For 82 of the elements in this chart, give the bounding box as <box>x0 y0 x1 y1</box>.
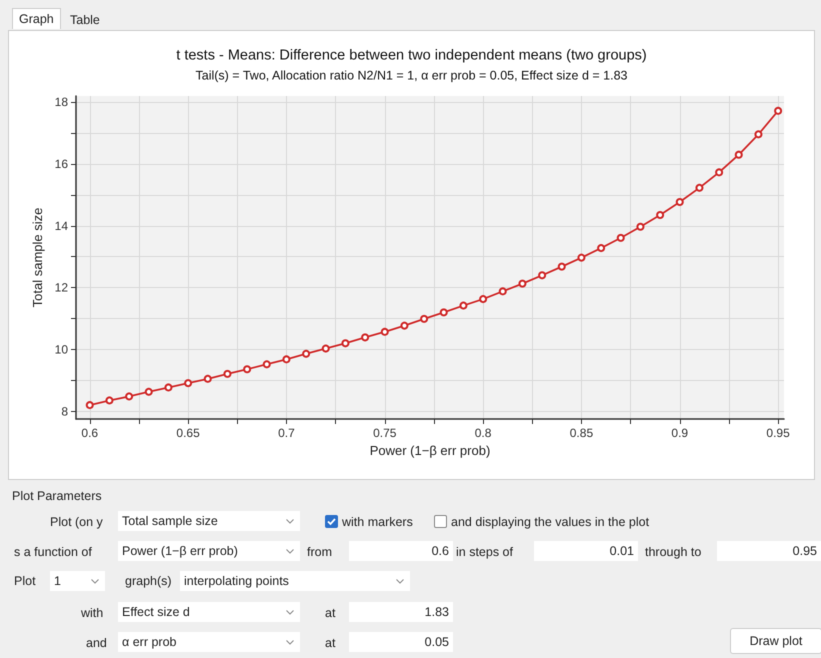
chart-title: t tests - Means: Difference between two independent means (two groups) <box>176 48 647 64</box>
point <box>204 374 212 383</box>
y-tick-label: 18 <box>54 95 68 110</box>
text: graph(s) <box>125 573 172 590</box>
text: Table <box>70 12 100 29</box>
text: in steps of <box>456 544 513 561</box>
text: Plot <box>14 573 36 590</box>
x-tick-label: 0.6 <box>81 426 98 440</box>
point <box>420 314 428 323</box>
text: interpolating points <box>180 571 410 591</box>
point <box>262 360 271 368</box>
text: from <box>307 544 332 561</box>
point <box>125 392 134 400</box>
text: 0.05 <box>349 632 453 652</box>
y-tick-label: 14 <box>54 218 68 233</box>
text: through to <box>645 544 702 561</box>
point <box>616 234 625 242</box>
point <box>459 302 468 310</box>
point <box>774 106 782 115</box>
point <box>105 396 114 404</box>
point <box>479 295 488 304</box>
point <box>361 333 370 342</box>
point <box>86 401 94 410</box>
text: Power (1−β err prob) <box>118 541 300 561</box>
point <box>341 339 350 348</box>
point <box>322 344 330 353</box>
text: at <box>325 635 336 652</box>
point <box>518 280 526 288</box>
text: 0.01 <box>534 541 638 561</box>
text: 0.6 <box>349 541 453 561</box>
point <box>400 322 408 330</box>
point <box>223 370 232 378</box>
point <box>498 287 507 296</box>
y-tick-label: 12 <box>54 280 68 295</box>
text: with markers <box>342 514 413 531</box>
point <box>440 308 448 316</box>
y-tick-label: 8 <box>61 404 68 418</box>
point <box>144 388 153 396</box>
point <box>243 365 252 374</box>
point <box>636 222 644 231</box>
point <box>184 379 192 388</box>
y-tick-label: 16 <box>54 157 68 171</box>
text: Effect size d <box>118 602 300 622</box>
point <box>597 244 606 252</box>
point <box>695 184 704 192</box>
text: at <box>325 605 336 622</box>
point <box>676 198 684 206</box>
x-tick-label: 0.7 <box>278 426 296 440</box>
y-axis-title: Total sample size <box>30 208 45 308</box>
x-tick-label: 0.65 <box>176 426 200 440</box>
y-tick-label: 10 <box>54 342 68 356</box>
text: 1.83 <box>349 602 453 622</box>
text: Graph <box>12 8 61 29</box>
x-tick-label: 0.8 <box>474 426 492 440</box>
point <box>577 254 586 262</box>
text: 0.95 <box>717 541 821 561</box>
chart-subtitle: Tail(s) = Two, Allocation ratio N2/N1 = 1, α err prob = 0.05, Effect size d = 1.83 <box>196 68 628 82</box>
point <box>164 383 172 392</box>
point <box>538 271 546 280</box>
point <box>754 130 762 138</box>
text: s a function of <box>14 544 92 561</box>
text: α err prob <box>118 632 300 652</box>
point <box>558 262 566 271</box>
text: and <box>86 635 107 652</box>
x-tick-label: 0.85 <box>570 426 594 440</box>
text: with <box>81 605 104 622</box>
text: and displaying the values in the plot <box>451 514 650 531</box>
text: Draw plot <box>730 628 821 654</box>
point <box>282 355 290 364</box>
x-axis-title: Power (1−β err prob) <box>370 442 490 458</box>
point <box>715 168 724 176</box>
x-tick-label: 0.95 <box>766 426 790 440</box>
x-tick-label: 0.75 <box>373 426 397 440</box>
text: 1 <box>50 571 105 591</box>
point <box>656 211 664 219</box>
point <box>734 150 743 159</box>
x-tick-label: 0.9 <box>671 426 688 440</box>
point <box>380 328 389 336</box>
text: Plot Parameters <box>12 488 102 505</box>
text: Total sample size <box>118 511 300 531</box>
text: Plot (on y <box>50 514 103 531</box>
point <box>302 350 310 358</box>
